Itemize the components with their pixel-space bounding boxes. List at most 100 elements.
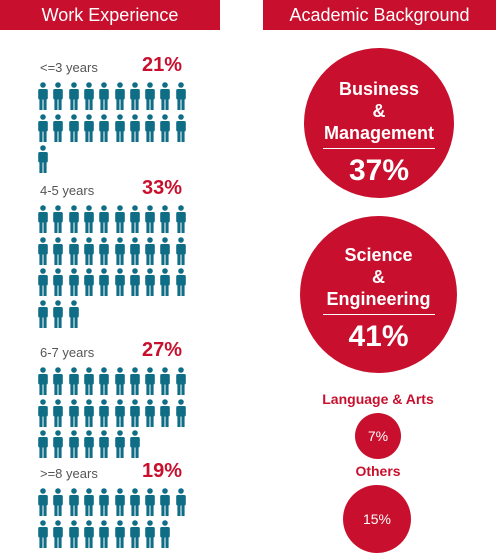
- bubble-percent: 15%: [362, 511, 392, 527]
- person-icon: [99, 268, 109, 296]
- person-icon: [114, 205, 125, 233]
- person-icon: [175, 268, 186, 296]
- person-icon: [68, 430, 79, 458]
- person-icon: [99, 398, 109, 427]
- person-icon: [84, 488, 94, 516]
- person-icon: [38, 519, 48, 548]
- person-icon: [53, 299, 64, 328]
- person-icon: [114, 268, 125, 296]
- person-icon: [114, 398, 125, 427]
- person-icon: [84, 268, 94, 296]
- group-percent: 19%: [142, 460, 183, 482]
- person-icon: [68, 299, 79, 328]
- person-icon: [129, 367, 140, 395]
- bubble-name-line: Business: [338, 79, 420, 99]
- group-label: 6-7 years: [40, 345, 95, 360]
- person-icon: [175, 82, 186, 110]
- person-icon: [84, 82, 94, 110]
- person-icon: [145, 367, 155, 395]
- person-icon: [53, 398, 64, 427]
- bubble-percent: 37%: [348, 154, 410, 187]
- person-icon: [38, 145, 48, 173]
- person-icon: [84, 430, 94, 458]
- person-icon: [145, 205, 155, 233]
- person-icon: [175, 113, 186, 142]
- person-icon: [129, 430, 140, 458]
- person-icon: [38, 398, 48, 427]
- person-icon: [68, 519, 79, 548]
- person-icon: [68, 367, 79, 395]
- person-icon: [84, 519, 94, 548]
- others-label: Others: [355, 463, 401, 479]
- person-icon: [175, 205, 186, 233]
- person-icon: [53, 268, 64, 296]
- bubble-name-line: Engineering: [326, 289, 431, 309]
- person-icon: [38, 367, 48, 395]
- bubble-name-line: Science: [344, 245, 413, 265]
- person-icon: [38, 82, 48, 110]
- person-icon: [68, 113, 79, 142]
- person-icon: [38, 488, 48, 516]
- bubble-name-line: &: [372, 101, 386, 121]
- person-icon: [160, 488, 171, 516]
- science-engineering-bubble: Science & Engineering 41%: [300, 216, 457, 373]
- person-icon: [129, 488, 140, 516]
- bubble-divider: [323, 148, 435, 149]
- person-icon: [99, 82, 109, 110]
- person-icon: [53, 205, 64, 233]
- person-icon: [68, 398, 79, 427]
- person-icon: [53, 236, 64, 265]
- person-icon: [175, 488, 186, 516]
- person-icon: [84, 205, 94, 233]
- person-icon: [160, 205, 171, 233]
- bubble-percent: 41%: [348, 320, 409, 353]
- person-icon: [38, 299, 48, 328]
- person-icons: [37, 205, 190, 331]
- person-icon: [145, 82, 155, 110]
- person-icon: [160, 519, 171, 548]
- person-icon: [160, 113, 171, 142]
- person-icon: [129, 205, 140, 233]
- person-icon: [114, 236, 125, 265]
- person-icon: [53, 488, 64, 516]
- language-arts-label: Language & Arts: [322, 391, 434, 407]
- person-icon: [68, 82, 79, 110]
- person-icon: [145, 488, 155, 516]
- business-management-bubble: Business & Management 37%: [304, 48, 454, 198]
- person-icon: [114, 430, 125, 458]
- person-icon: [38, 236, 48, 265]
- bubble-name-line: Management: [323, 123, 435, 143]
- person-icon: [129, 268, 140, 296]
- person-icons: [37, 367, 190, 462]
- person-icon: [38, 268, 48, 296]
- person-icon: [145, 398, 155, 427]
- person-icon: [68, 488, 79, 516]
- bubble-percent: 7%: [367, 428, 389, 444]
- person-icon: [129, 398, 140, 427]
- person-icon: [68, 268, 79, 296]
- person-icon: [114, 82, 125, 110]
- language-arts-bubble: 7%: [355, 413, 401, 459]
- group-percent: 33%: [142, 177, 183, 199]
- group-percent: 27%: [142, 339, 183, 361]
- others-bubble: 15%: [343, 485, 411, 553]
- person-icon: [53, 519, 64, 548]
- person-icon: [129, 113, 140, 142]
- person-icon: [175, 398, 186, 427]
- person-icon: [99, 205, 109, 233]
- person-icons: [37, 488, 190, 551]
- person-icon: [84, 398, 94, 427]
- person-icon: [99, 488, 109, 516]
- person-icon: [175, 367, 186, 395]
- person-icon: [160, 367, 171, 395]
- person-icon: [114, 113, 125, 142]
- work-experience-header: Work Experience: [0, 0, 220, 30]
- person-icon: [129, 519, 140, 548]
- group-label: >=8 years: [40, 466, 98, 481]
- person-icon: [145, 519, 155, 548]
- person-icon: [84, 236, 94, 265]
- person-icon: [38, 113, 48, 142]
- person-icon: [38, 430, 48, 458]
- group-percent: 21%: [142, 54, 183, 76]
- bubble-name-line: &: [372, 267, 385, 287]
